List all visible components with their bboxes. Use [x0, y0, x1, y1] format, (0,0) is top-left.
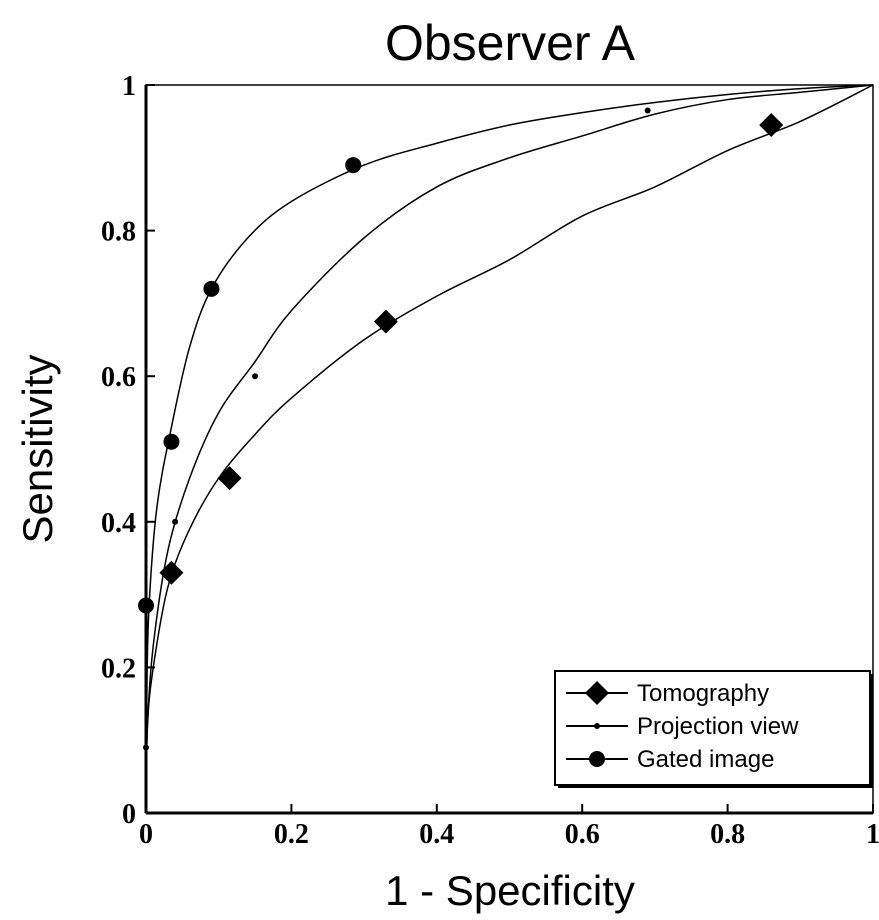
x-ticks: 0 0.2 0.4 0.6 0.8 1 [139, 804, 879, 850]
x-tick-label: 0 [139, 819, 153, 850]
point-gated-image [138, 597, 154, 614]
y-tick-label: 1 [122, 71, 136, 102]
point-tomography [759, 113, 784, 138]
y-tick-label: 0 [122, 799, 136, 830]
legend: Tomography Projection view Gated image [554, 670, 873, 788]
x-tick-label: 0.8 [710, 819, 745, 850]
point-tomography [159, 560, 184, 585]
legend-shadow-right [870, 674, 873, 788]
legend-label-gated: Gated image [637, 746, 774, 773]
curves [145, 84, 874, 814]
legend-label-tomography: Tomography [637, 680, 769, 707]
y-tick-label: 0.6 [101, 362, 136, 393]
x-tick-label: 1 [866, 819, 879, 850]
point-tomography [373, 309, 398, 334]
x-tick-label: 0.6 [565, 819, 600, 850]
y-tick-label: 0.4 [101, 508, 136, 539]
point-tomography [217, 466, 242, 491]
point-projection-view [644, 107, 651, 114]
x-tick-label: 0.4 [419, 819, 454, 850]
curve-projection-view [145, 84, 874, 814]
legend-marker-projection [594, 723, 600, 729]
point-projection-view [172, 518, 179, 525]
point-gated-image [345, 157, 362, 174]
legend-marker-tomography [585, 681, 609, 705]
point-gated-image [203, 280, 220, 297]
x-axis-label: 1 - Specificity [385, 867, 635, 914]
curve-gated-image [145, 84, 874, 814]
point-projection-view [252, 373, 259, 380]
y-tick-label: 0.8 [101, 217, 136, 248]
y-axis-label: Sensitivity [14, 354, 61, 543]
legend-marker-gated [589, 751, 605, 767]
markers [138, 107, 784, 751]
point-gated-image [163, 433, 180, 450]
point-projection-view [143, 744, 149, 751]
chart-title: Observer A [385, 15, 636, 71]
y-tick-label: 0.2 [101, 653, 136, 684]
legend-shadow-bottom [558, 785, 873, 788]
curve-tomography [145, 84, 874, 814]
legend-label-projection: Projection view [637, 713, 799, 740]
x-tick-label: 0.2 [274, 819, 309, 850]
